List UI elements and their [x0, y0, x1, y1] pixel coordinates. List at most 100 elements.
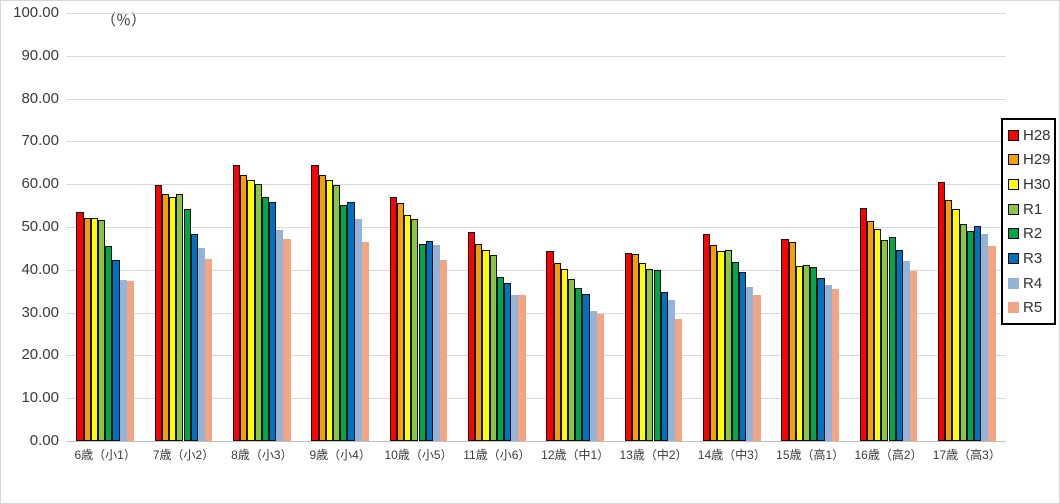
bar-R3-15歳（高1）: [817, 278, 825, 441]
y-axis-tick-label: 80.00: [21, 89, 59, 107]
bar-H30-13歳（中2）: [639, 262, 647, 441]
bar-R1-10歳（小5）: [411, 219, 419, 441]
bar-R5-14歳（中3）: [753, 295, 761, 441]
bar-H29-15歳（高1）: [788, 242, 796, 441]
bar-R2-6歳（小1）: [105, 246, 113, 441]
x-axis-category-label: 13歳（中2）: [619, 448, 688, 462]
x-axis-category-label: 8歳（小3）: [231, 448, 293, 462]
bar-H29-14歳（中3）: [710, 245, 718, 441]
bar-R3-8歳（小3）: [269, 202, 277, 441]
y-axis-tick-label: 10.00: [21, 389, 59, 407]
bar-R4-8歳（小3）: [276, 230, 284, 441]
bar-H30-6歳（小1）: [90, 218, 98, 441]
gridline: [66, 184, 1006, 186]
bar-H29-11歳（小6）: [475, 243, 483, 441]
bar-H28-13歳（中2）: [624, 252, 632, 441]
bar-R5-10歳（小5）: [440, 259, 448, 441]
bar-R5-17歳（高3）: [988, 245, 996, 441]
legend-label: R4: [1023, 274, 1043, 292]
bar-R2-17歳（高3）: [966, 231, 975, 441]
chart-legend: H28 H29 H30 R1 R2 R3 R4 R5: [1001, 118, 1056, 325]
legend-item-R3: R3: [1008, 250, 1052, 267]
legend-swatch-icon: [1008, 129, 1019, 141]
gridline: [66, 312, 1006, 314]
gridline: [66, 13, 1006, 14]
bar-H29-8歳（小3）: [240, 174, 248, 441]
bar-H30-10歳（小5）: [404, 215, 412, 441]
bar-R2-9歳（小4）: [340, 205, 348, 441]
bar-R1-12歳（中1）: [567, 278, 576, 441]
bar-R5-8歳（小3）: [283, 238, 291, 441]
bar-H28-8歳（小3）: [233, 165, 241, 441]
x-axis-category-label: 7歳（小2）: [152, 448, 215, 462]
bar-R4-6歳（小1）: [119, 280, 127, 441]
bar-H30-7歳（小2）: [169, 197, 177, 441]
y-axis-tick-label: 100.00: [13, 4, 59, 21]
bar-R1-6歳（小1）: [97, 220, 106, 441]
bar-R3-7歳（小2）: [190, 233, 198, 441]
bar-R3-11歳（小6）: [504, 283, 512, 441]
bar-H30-15歳（高1）: [795, 266, 803, 441]
bar-H28-14歳（中3）: [703, 234, 711, 441]
bar-R5-13歳（中2）: [675, 319, 683, 441]
legend-item-H29: H29: [1008, 151, 1052, 168]
legend-swatch-icon: [1008, 179, 1019, 191]
x-axis-category-label: 10歳（小5）: [384, 448, 453, 462]
gridline: [66, 55, 1006, 57]
bar-H29-7歳（小2）: [161, 194, 170, 441]
bar-H28-9歳（小4）: [311, 165, 319, 441]
bar-R2-10歳（小5）: [418, 243, 426, 441]
gridline: [66, 98, 1006, 100]
bar-R5-9歳（小4）: [361, 241, 369, 441]
bar-H28-11歳（小6）: [468, 232, 476, 441]
bar-H28-10歳（小5）: [389, 196, 397, 441]
gridline: [66, 441, 1006, 442]
x-axis-category-label: 17歳（高3）: [932, 448, 1001, 462]
bar-R3-13歳（中2）: [660, 292, 668, 441]
bar-H30-11歳（小6）: [482, 250, 490, 441]
legend-label: R1: [1023, 200, 1043, 218]
gridline: [66, 355, 1006, 357]
bar-H29-10歳（小5）: [396, 202, 405, 441]
legend-label: H29: [1023, 151, 1051, 169]
y-axis-unit-label: （％）: [101, 12, 147, 29]
bar-R2-15歳（高1）: [810, 267, 818, 441]
legend-label: R5: [1023, 299, 1043, 317]
legend-swatch-icon: [1008, 277, 1019, 289]
bar-R1-8歳（小3）: [254, 183, 262, 441]
bar-R5-11歳（小6）: [518, 295, 526, 441]
bar-R3-6歳（小1）: [112, 259, 120, 441]
gridline: [66, 398, 1006, 400]
bar-R3-10歳（小5）: [425, 241, 433, 441]
x-axis-category-label: 16歳（高2）: [854, 448, 923, 462]
bar-R2-8歳（小3）: [261, 196, 270, 441]
bar-H30-16歳（高2）: [874, 229, 882, 441]
bar-R4-16歳（高2）: [902, 261, 911, 441]
y-axis-tick-label: 0.00: [29, 432, 59, 449]
y-axis-tick-label: 40.00: [21, 260, 59, 278]
y-axis-tick-label: 90.00: [21, 46, 59, 64]
bar-R3-9歳（小4）: [347, 202, 355, 441]
bar-H30-9歳（小4）: [325, 179, 333, 441]
bar-H28-15歳（高1）: [781, 239, 789, 441]
legend-swatch-icon: [1008, 203, 1019, 215]
x-axis-category-label: 6歳（小1）: [74, 448, 136, 462]
x-axis-category-label: 9歳（小4）: [309, 448, 371, 462]
gridline: [66, 227, 1006, 228]
bar-R4-12歳（中1）: [589, 310, 597, 441]
y-axis-tick-label: 60.00: [21, 175, 59, 193]
bar-R1-9歳（小4）: [332, 185, 341, 441]
bar-R4-11歳（小6）: [511, 294, 519, 441]
bar-H28-6歳（小1）: [76, 212, 84, 441]
bar-H29-12歳（中1）: [553, 262, 561, 441]
bar-R4-10歳（小5）: [432, 244, 441, 441]
bar-R4-14歳（中3）: [746, 287, 754, 441]
bar-R2-12歳（中1）: [575, 287, 583, 441]
legend-swatch-icon: [1008, 154, 1019, 166]
bar-R3-14歳（中3）: [739, 271, 747, 441]
legend-item-R2: R2: [1008, 225, 1052, 242]
bar-H28-12歳（中1）: [546, 250, 554, 441]
bar-R1-14歳（中3）: [724, 250, 732, 441]
bar-H30-12歳（中1）: [560, 268, 568, 441]
